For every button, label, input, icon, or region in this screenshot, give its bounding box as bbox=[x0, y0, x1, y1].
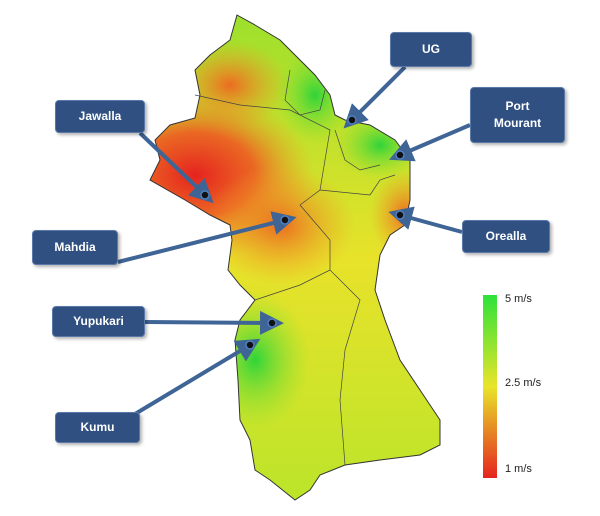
callout-arrow bbox=[388, 123, 471, 162]
callout-arrow bbox=[138, 131, 214, 204]
legend-label: 5 m/s bbox=[505, 293, 532, 305]
callout-arrow bbox=[133, 338, 261, 416]
legend-label: 2.5 m/s bbox=[505, 377, 542, 389]
site-label: Port Mourant bbox=[470, 87, 565, 143]
site-marker bbox=[347, 115, 357, 125]
site-marker bbox=[280, 215, 290, 225]
site-marker bbox=[267, 318, 277, 328]
site-label: Yupukari bbox=[52, 306, 145, 337]
site-label: Kumu bbox=[55, 412, 140, 443]
callout-arrow bbox=[117, 211, 297, 264]
callout-arrow bbox=[343, 65, 407, 129]
site-label: UG bbox=[390, 32, 472, 67]
site-label: Mahdia bbox=[32, 230, 118, 265]
site-marker bbox=[395, 150, 405, 160]
legend-label: 1 m/s bbox=[505, 463, 532, 475]
site-marker bbox=[395, 210, 405, 220]
site-marker bbox=[245, 340, 255, 350]
site-marker bbox=[200, 190, 210, 200]
site-label: Orealla bbox=[462, 220, 550, 253]
site-label: Jawalla bbox=[55, 100, 145, 133]
callout-arrow bbox=[388, 206, 463, 234]
region-borders bbox=[194, 69, 396, 466]
legend-bar bbox=[483, 295, 497, 478]
callout-arrow bbox=[144, 310, 284, 335]
